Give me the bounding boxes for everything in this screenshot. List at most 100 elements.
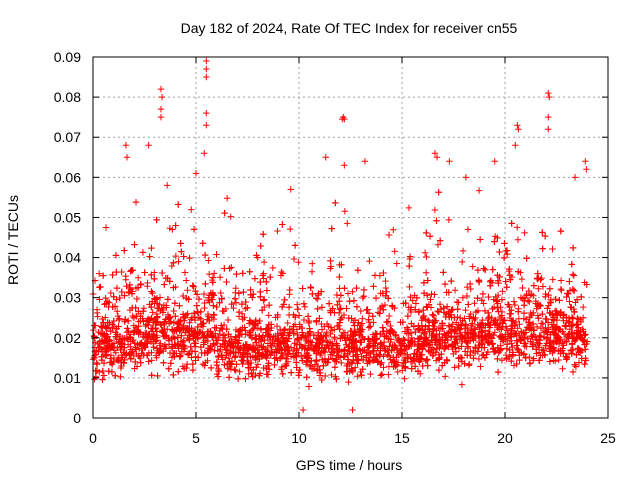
data-point bbox=[452, 348, 460, 355]
data-point bbox=[563, 338, 570, 345]
data-point bbox=[404, 351, 411, 358]
data-point bbox=[278, 366, 285, 373]
data-point bbox=[378, 371, 386, 378]
y-tick-label: 0.09 bbox=[54, 49, 81, 65]
data-point bbox=[162, 274, 170, 282]
data-point bbox=[168, 343, 176, 350]
data-point bbox=[161, 341, 169, 348]
data-point bbox=[363, 352, 370, 359]
data-point bbox=[184, 287, 191, 294]
data-point bbox=[559, 328, 566, 335]
data-point bbox=[284, 358, 292, 365]
data-point bbox=[358, 372, 365, 379]
data-point bbox=[147, 338, 155, 345]
data-point bbox=[157, 345, 164, 353]
data-point bbox=[148, 271, 155, 279]
data-point bbox=[420, 312, 428, 320]
data-point bbox=[503, 247, 511, 254]
data-point bbox=[110, 340, 118, 347]
data-point bbox=[539, 245, 546, 252]
data-point bbox=[137, 281, 145, 288]
data-point bbox=[247, 359, 255, 367]
data-point bbox=[93, 360, 101, 368]
data-point bbox=[478, 297, 486, 304]
data-point bbox=[318, 326, 326, 333]
data-point bbox=[346, 297, 353, 305]
data-point bbox=[445, 343, 452, 351]
data-point bbox=[153, 319, 160, 326]
data-point bbox=[125, 327, 132, 335]
data-point bbox=[574, 345, 581, 352]
data-point bbox=[123, 283, 130, 290]
data-point bbox=[354, 360, 361, 367]
data-point bbox=[236, 368, 243, 375]
data-point bbox=[514, 345, 521, 353]
data-point bbox=[515, 308, 522, 315]
data-point bbox=[169, 226, 176, 233]
data-point bbox=[436, 237, 444, 244]
data-point bbox=[327, 309, 334, 316]
data-point bbox=[132, 304, 139, 312]
data-point bbox=[361, 158, 369, 165]
data-point bbox=[242, 327, 249, 334]
data-point bbox=[172, 222, 179, 229]
data-point bbox=[571, 361, 578, 368]
data-point bbox=[335, 309, 343, 317]
data-point bbox=[493, 297, 500, 304]
data-point bbox=[355, 319, 362, 326]
data-point bbox=[475, 343, 482, 351]
data-point bbox=[122, 272, 129, 280]
data-point bbox=[446, 323, 453, 331]
data-point bbox=[158, 269, 166, 277]
data-point bbox=[167, 360, 174, 367]
data-point bbox=[353, 284, 360, 292]
data-point bbox=[385, 231, 393, 239]
data-point bbox=[102, 294, 109, 302]
data-point bbox=[106, 319, 113, 327]
data-point bbox=[274, 227, 281, 235]
data-point bbox=[138, 350, 145, 357]
data-point bbox=[121, 292, 128, 299]
data-point bbox=[163, 304, 170, 311]
data-point bbox=[94, 313, 101, 320]
data-point bbox=[458, 258, 466, 266]
data-point bbox=[407, 358, 415, 365]
data-point bbox=[154, 372, 161, 380]
data-point bbox=[257, 293, 264, 300]
data-point bbox=[116, 315, 123, 322]
data-point bbox=[201, 251, 209, 259]
data-point bbox=[563, 356, 570, 363]
data-point bbox=[223, 325, 230, 333]
data-point bbox=[202, 280, 209, 288]
data-point bbox=[555, 356, 562, 364]
data-point bbox=[308, 365, 316, 372]
data-point bbox=[420, 338, 427, 345]
data-point bbox=[240, 288, 247, 296]
data-point bbox=[458, 343, 465, 350]
data-point bbox=[583, 166, 590, 173]
data-point bbox=[148, 357, 155, 364]
data-point bbox=[357, 307, 364, 315]
data-point bbox=[496, 315, 504, 323]
data-point bbox=[496, 273, 503, 281]
data-point bbox=[109, 271, 116, 279]
data-point bbox=[537, 302, 544, 310]
data-point bbox=[506, 265, 513, 273]
data-point bbox=[433, 345, 440, 353]
data-point bbox=[440, 269, 447, 276]
data-point bbox=[333, 375, 340, 383]
data-point bbox=[580, 303, 587, 311]
y-tick-label: 0.07 bbox=[54, 129, 81, 145]
data-point bbox=[402, 346, 410, 353]
data-point bbox=[546, 345, 553, 353]
x-tick-label: 25 bbox=[600, 430, 616, 446]
data-point bbox=[130, 322, 137, 329]
data-point bbox=[130, 314, 138, 321]
data-point bbox=[438, 350, 445, 358]
data-point bbox=[165, 335, 172, 342]
data-point bbox=[152, 296, 159, 303]
data-point bbox=[366, 340, 374, 347]
data-point bbox=[580, 337, 587, 344]
data-point bbox=[315, 348, 322, 356]
data-point bbox=[524, 335, 531, 343]
